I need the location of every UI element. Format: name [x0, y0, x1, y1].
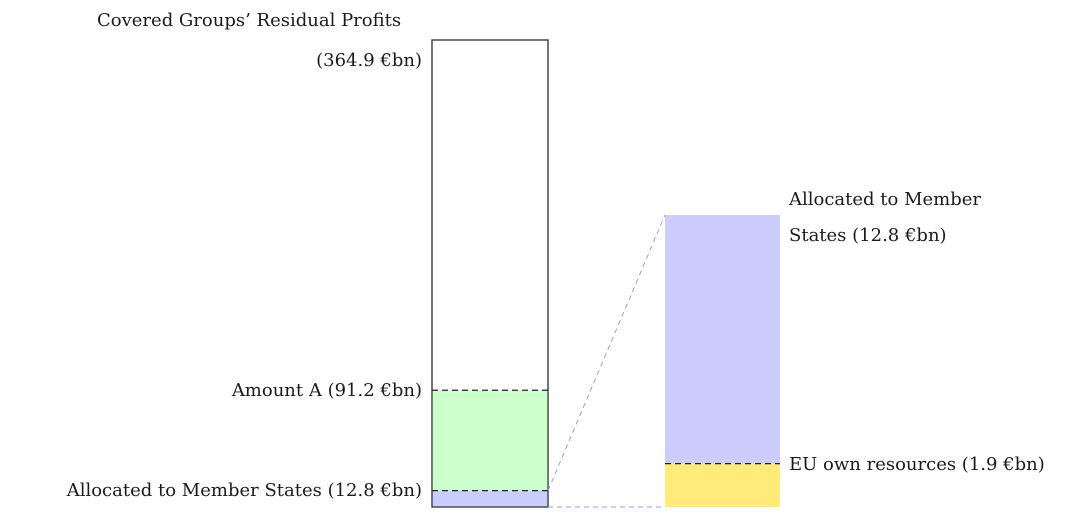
member-states-right-label-line2: States (12.8 €bn) — [789, 225, 947, 246]
left-bar — [431, 39, 549, 508]
right-bar-member-states-segment — [665, 215, 780, 464]
connector-top-line — [547, 214, 666, 491]
right-bar-eu-resources-segment — [665, 463, 780, 507]
left-bar-amount-a-segment — [432, 390, 548, 491]
member-states-left-label: Allocated to Member States (12.8 €bn) — [66, 480, 422, 501]
member-states-right-label-line1: Allocated to Member — [788, 189, 981, 210]
right-bar — [665, 215, 780, 507]
zoom-connectors — [547, 214, 666, 508]
diagram-title: Covered Groups’ Residual Profits — [97, 10, 401, 31]
amount-a-label: Amount A (91.2 €bn) — [231, 380, 422, 401]
left-bar-member-states-segment — [432, 490, 548, 507]
eu-resources-label: EU own resources (1.9 €bn) — [789, 454, 1045, 475]
total-label: (364.9 €bn) — [316, 50, 422, 71]
left-bar-outline — [431, 39, 549, 508]
